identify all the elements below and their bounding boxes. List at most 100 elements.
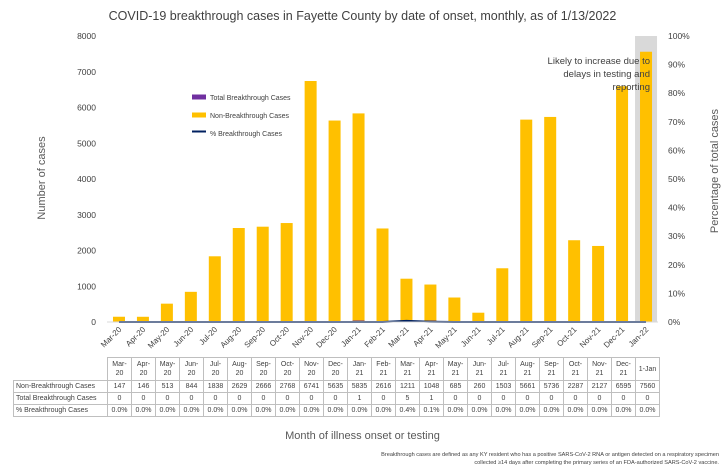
- y2-tick-label: 90%: [668, 60, 685, 70]
- table-month-header: Jul- 21: [491, 357, 516, 381]
- y-tick-label: 3000: [77, 210, 96, 220]
- table-cell: 0.0%: [299, 404, 324, 417]
- bar-non-breakthrough: [136, 316, 149, 322]
- bar-non-breakthrough: [592, 245, 605, 322]
- y2-tick-label: 80%: [668, 88, 685, 98]
- x-tick-label: Aug-20: [219, 325, 244, 350]
- table-cell: 0: [131, 392, 156, 405]
- x-tick-label: Nov-21: [578, 325, 603, 350]
- x-tick-label: May-21: [434, 325, 460, 351]
- table-cell: 2616: [371, 380, 396, 393]
- table-cell: 0.0%: [491, 404, 516, 417]
- table-cell: 513: [155, 380, 180, 393]
- y2-tick-label: 20%: [668, 260, 685, 270]
- table-cell: 0: [371, 392, 396, 405]
- table-cell: 0.0%: [371, 404, 396, 417]
- table-month-header: 1-Jan: [635, 357, 660, 381]
- y-axis-label: Number of cases: [36, 136, 48, 220]
- bar-non-breakthrough: [568, 240, 581, 322]
- table-cell: 2127: [587, 380, 612, 393]
- table-cell: 0: [251, 392, 276, 405]
- y-tick-label: 1000: [77, 281, 96, 291]
- bar-non-breakthrough: [400, 278, 413, 322]
- table-cell: 1: [347, 392, 372, 405]
- y-tick-label: 2000: [77, 246, 96, 256]
- y2-tick-label: 50%: [668, 174, 685, 184]
- table-row-label: Total Breakthrough Cases: [13, 392, 108, 405]
- bar-non-breakthrough: [184, 291, 197, 322]
- table-month-header: Oct- 20: [275, 357, 300, 381]
- footnote-line-2: collected ≥14 days after completing the …: [474, 460, 719, 466]
- bar-non-breakthrough: [448, 297, 461, 322]
- table-cell: 2666: [251, 380, 276, 393]
- table-cell: 5635: [323, 380, 348, 393]
- x-tick-label: Jun-20: [172, 325, 196, 349]
- table-header-row: Mar- 20 Apr- 20 May- 20 Jun- 20 Jul- 20 Aug- 20 Sep-…: [13, 357, 660, 381]
- table-cell: 0: [275, 392, 300, 405]
- table-cell: 1503: [491, 380, 516, 393]
- table-cell: 0.0%: [443, 404, 468, 417]
- bar-non-breakthrough: [640, 51, 653, 322]
- table-month-header: Jun- 20: [179, 357, 204, 381]
- table-cell: 0.4%: [395, 404, 420, 417]
- x-tick-label: May-20: [146, 325, 172, 351]
- table-cell: 0: [467, 392, 492, 405]
- table-month-header: Mar- 21: [395, 357, 420, 381]
- table-cell: 260: [467, 380, 492, 393]
- table-month-header: Aug- 21: [515, 357, 540, 381]
- y-tick-label: 5000: [77, 138, 96, 148]
- table-cell: 5661: [515, 380, 540, 393]
- y-tick-label: 7000: [77, 67, 96, 77]
- table-month-header: Apr- 20: [131, 357, 156, 381]
- y2-tick-label: 0%: [668, 317, 681, 327]
- chart-plot: 0 1000 2000 3000 4000 5000 6000 7000 8000 0% 10% 20…: [77, 31, 690, 351]
- x-tick-label: Apr-21: [411, 325, 435, 349]
- x-tick-label: Sep-20: [243, 325, 268, 350]
- bar-non-breakthrough: [472, 312, 485, 322]
- table-month-header: Dec- 21: [611, 357, 636, 381]
- table-cell: 0.0%: [131, 404, 156, 417]
- footnote: Breakthrough cases are defined as any KY…: [279, 451, 719, 467]
- bar-non-breakthrough: [424, 284, 437, 322]
- table-month-header: Nov- 21: [587, 357, 612, 381]
- x-tick-label: Oct-21: [555, 325, 579, 349]
- legend-label: Non-Breakthrough Cases: [210, 113, 289, 120]
- bar-non-breakthrough: [520, 119, 533, 322]
- table-cell: 2629: [227, 380, 252, 393]
- table-month-header: Oct- 21: [563, 357, 588, 381]
- table-month-header: May- 20: [155, 357, 180, 381]
- table-cell: 0.0%: [515, 404, 540, 417]
- table-cell: 1211: [395, 380, 420, 393]
- table-cell: 7560: [635, 380, 660, 393]
- table-cell: 0.0%: [203, 404, 228, 417]
- y2-tick-label: 60%: [668, 145, 685, 155]
- table-cell: 0.0%: [611, 404, 636, 417]
- x-tick-label: Oct-20: [268, 325, 292, 349]
- table-cell: 0: [299, 392, 324, 405]
- x-tick-label: Sep-21: [530, 325, 555, 350]
- table-cell: 0: [179, 392, 204, 405]
- table-cell: 0.0%: [635, 404, 660, 417]
- table-cell: 0.0%: [467, 404, 492, 417]
- table-cell: 844: [179, 380, 204, 393]
- table-month-header: Mar- 20: [107, 357, 132, 381]
- bar-non-breakthrough: [352, 113, 365, 323]
- bar-non-breakthrough: [544, 116, 557, 322]
- table-cell: 5736: [539, 380, 564, 393]
- table-month-header: Sep- 21: [539, 357, 564, 381]
- annotation-text: reporting: [613, 82, 651, 93]
- table-month-header: Feb- 21: [371, 357, 396, 381]
- table-cell: 0.0%: [347, 404, 372, 417]
- legend-label: Total Breakthrough Cases: [210, 95, 291, 102]
- footnote-line-1: Breakthrough cases are defined as any KY…: [381, 452, 719, 458]
- table-cell: 0.0%: [251, 404, 276, 417]
- table-cell: 0: [563, 392, 588, 405]
- legend-swatch: [192, 112, 206, 118]
- table-cell: 685: [443, 380, 468, 393]
- y-tick-label: 6000: [77, 103, 96, 113]
- x-axis-label: Month of illness onset or testing: [285, 430, 440, 442]
- table-cell: 0: [539, 392, 564, 405]
- table-row-label: Non-Breakthrough Cases: [13, 380, 108, 393]
- table-cell: 0: [227, 392, 252, 405]
- table-month-header: May- 21: [443, 357, 468, 381]
